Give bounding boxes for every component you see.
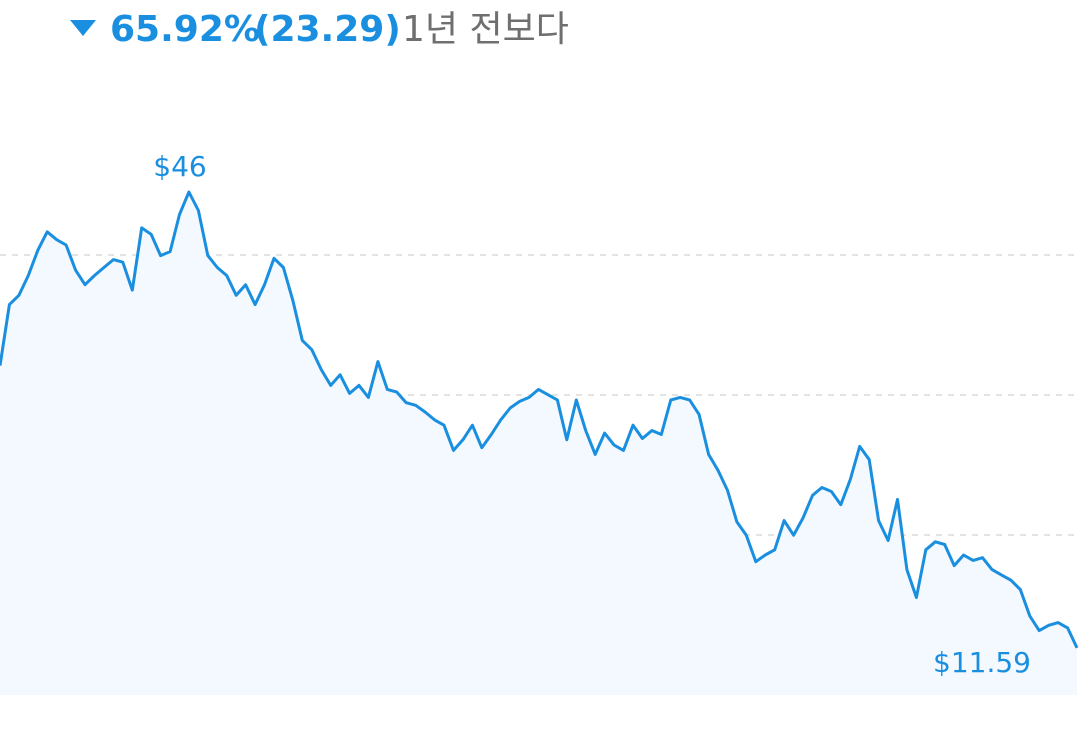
change-percent: 65.92% <box>110 9 260 50</box>
down-arrow-icon <box>70 20 96 36</box>
price-area <box>0 192 1077 695</box>
price-line <box>0 190 1079 649</box>
change-caption: 1년 전보다 <box>402 9 569 50</box>
last-label: $11.59 <box>933 646 1031 679</box>
change-value: (23.29) <box>254 9 401 50</box>
plot-area <box>0 190 1079 695</box>
max-label: $46 <box>153 150 206 183</box>
